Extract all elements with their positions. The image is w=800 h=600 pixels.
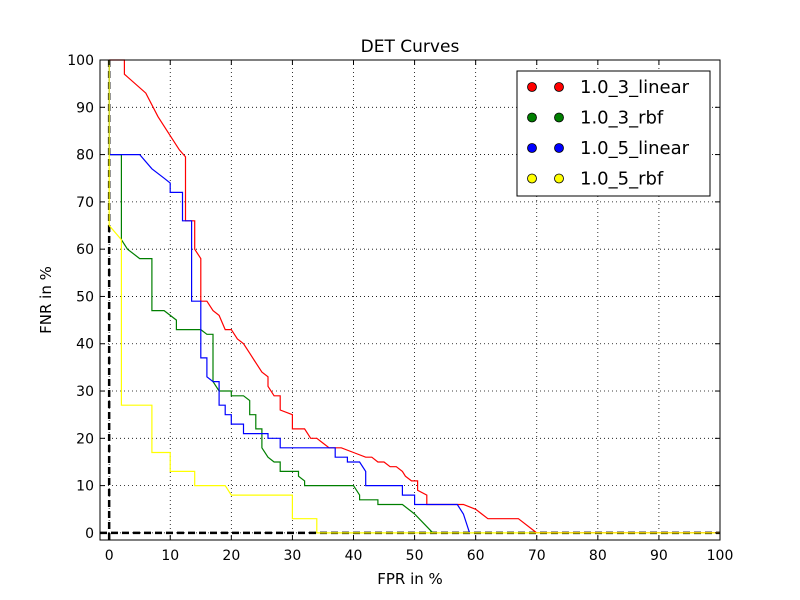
x-axis-ticks: 0 10 20 30 40 50 60 70 80 90 100 [105, 60, 734, 564]
x-tick-label: 40 [345, 548, 363, 564]
plot-frame [99, 59, 721, 541]
x-tick-label: 100 [707, 548, 734, 564]
y-axis-label: FNR in % [37, 266, 55, 334]
legend-marker [527, 82, 537, 92]
y-tick-label: 60 [76, 242, 94, 258]
series-line-1.0_5_linear [108, 60, 471, 534]
x-tick-label: 90 [650, 548, 668, 564]
series-group [108, 59, 720, 534]
legend-box [516, 70, 711, 197]
legend-label: 1.0_5_rbf [580, 169, 664, 190]
x-tick-label: 20 [222, 548, 240, 564]
x-axis-label: FPR in % [377, 570, 443, 588]
x-tick-label: 30 [283, 548, 301, 564]
series-line-1.0_3_rbf [108, 60, 434, 534]
legend-marker [527, 173, 537, 184]
y-tick-label: 10 [76, 479, 94, 495]
legend-label: 1.0_3_rbf [580, 108, 664, 129]
chart-title: DET Curves [361, 37, 460, 57]
x-tick-label: 70 [528, 548, 546, 564]
legend-marker [527, 143, 537, 153]
x-tick-label: 0 [105, 548, 114, 564]
y-tick-label: 50 [76, 289, 94, 305]
legend-marker [554, 143, 564, 153]
legend-marker [554, 112, 564, 123]
y-tick-label: 100 [67, 53, 94, 69]
y-tick-label: 80 [76, 148, 94, 164]
y-tick-label: 20 [76, 431, 94, 447]
x-tick-label: 10 [161, 548, 179, 564]
legend-label: 1.0_3_linear [580, 77, 690, 98]
y-axis-ticks: 0 10 20 30 40 50 60 70 80 90 100 [67, 53, 720, 542]
y-tick-label: 70 [76, 195, 94, 211]
legend-label: 1.0_5_linear [580, 138, 690, 159]
series-line-1.0_3_linear [109, 59, 720, 534]
legend-marker [527, 112, 537, 123]
legend-marker [554, 82, 564, 92]
x-tick-label: 60 [467, 548, 485, 564]
series-line-1.0_5_rbf [108, 60, 720, 534]
x-tick-label: 80 [589, 548, 607, 564]
y-tick-label: 90 [76, 100, 94, 116]
legend: 1.0_3_linear 1.0_3_rbf 1.0_5_linear 1.0_5_r… [516, 70, 711, 197]
legend-marker [554, 173, 564, 184]
y-tick-label: 30 [76, 384, 94, 400]
x-tick-label: 50 [406, 548, 424, 564]
y-tick-label: 40 [76, 337, 94, 353]
y-tick-label: 0 [85, 526, 94, 542]
